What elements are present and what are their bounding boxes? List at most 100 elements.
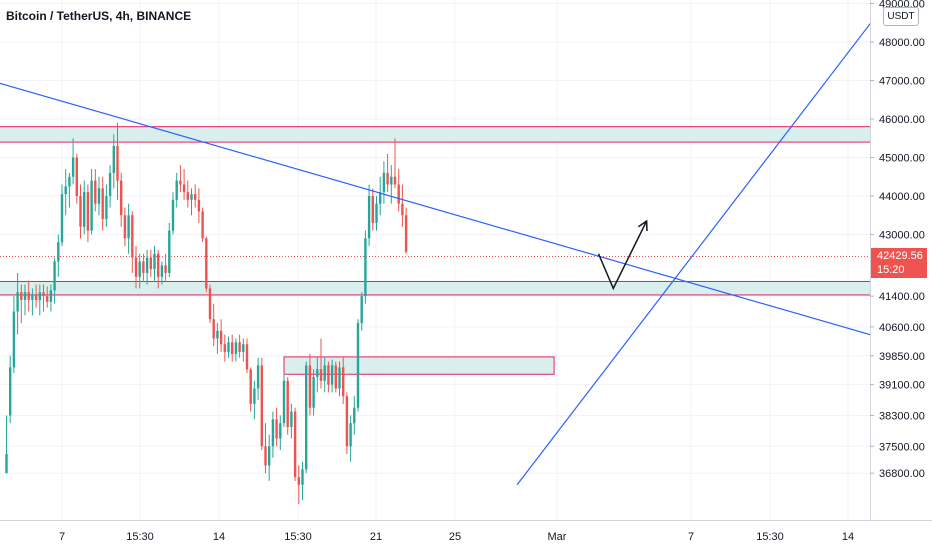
candle-body <box>149 257 152 270</box>
candle-body <box>349 423 352 447</box>
symbol-title: Bitcoin / TetherUS, 4h, BINANCE <box>6 9 192 23</box>
candle-body <box>227 342 230 352</box>
price-tick-label: 40600.00 <box>879 322 925 334</box>
last-price-tag: 42429.56 15:20 <box>871 248 927 278</box>
candle-body <box>334 365 337 389</box>
candle-body <box>20 292 23 300</box>
candle-body <box>330 365 334 385</box>
candle-body <box>108 172 112 196</box>
candle-body <box>46 296 49 302</box>
time-tick-label: Mar <box>548 531 567 543</box>
projection-arrow <box>597 220 648 291</box>
price-tick-label: 43000.00 <box>879 230 925 242</box>
candle-body <box>116 145 119 181</box>
plot-area[interactable] <box>0 0 932 504</box>
candle-body <box>375 203 378 223</box>
candle-body <box>16 292 19 312</box>
price-tick-label: 45000.00 <box>879 153 925 165</box>
price-tick-label: 37500.00 <box>879 441 925 453</box>
candle-body <box>316 369 319 377</box>
support-resistance-zone <box>283 356 555 375</box>
price-tick-label: 44000.00 <box>879 191 925 203</box>
bar-countdown: 15:20 <box>877 264 905 276</box>
candle-body <box>64 186 67 195</box>
candle-body <box>223 344 226 352</box>
time-tick-label: 15:30 <box>756 531 784 543</box>
candle-body <box>264 446 267 466</box>
candle-body <box>319 369 323 381</box>
candle-body <box>208 288 212 320</box>
candle-body <box>201 211 204 239</box>
time-tick-label: 15:30 <box>284 531 312 543</box>
candle-body <box>212 319 215 339</box>
candle-body <box>71 157 75 177</box>
time-tick-label: 7 <box>59 531 65 543</box>
candle-body <box>323 365 326 381</box>
candle-body <box>120 180 123 216</box>
candle-body <box>134 257 138 277</box>
candle-body <box>127 215 130 239</box>
candle-body <box>97 188 101 204</box>
time-tick-label: 7 <box>688 531 694 543</box>
candle-body <box>401 203 404 216</box>
candle-body <box>83 192 86 227</box>
candle-body <box>57 242 60 262</box>
candle-body <box>79 196 82 227</box>
candle-body <box>353 407 356 424</box>
candle-body <box>168 230 171 273</box>
trend-line <box>516 22 870 486</box>
candle-body <box>364 238 367 297</box>
candle-body <box>205 238 208 289</box>
candle-body <box>275 419 278 439</box>
time-tick-label: 14 <box>213 531 225 543</box>
candle-body <box>12 311 16 368</box>
candle-body <box>234 342 238 354</box>
candle-body <box>393 176 397 185</box>
candle-body <box>386 172 389 185</box>
price-tick-label: 48000.00 <box>879 37 925 49</box>
currency-selector[interactable]: USDT <box>883 7 919 26</box>
candle-body <box>86 192 90 231</box>
candle-body <box>182 184 186 193</box>
candle-body <box>157 253 160 277</box>
candle-body <box>94 180 97 204</box>
candle-body <box>356 323 360 408</box>
candle-body <box>297 477 300 485</box>
projection-arrowhead <box>637 219 648 232</box>
price-tick-label: 49000.00 <box>879 0 925 11</box>
candle-body <box>197 199 201 212</box>
candle-body <box>282 380 286 424</box>
candle-body <box>367 196 371 239</box>
price-tick-label: 39850.00 <box>879 351 925 363</box>
candle-body <box>90 180 93 231</box>
support-resistance-zone <box>0 126 870 143</box>
price-tick-label: 46000.00 <box>879 114 925 126</box>
candle-body <box>9 367 12 416</box>
price-tick-label: 41400.00 <box>879 291 925 303</box>
candle-body <box>312 376 315 408</box>
candle-body <box>112 145 115 173</box>
candle-body <box>231 342 234 354</box>
candle-body <box>175 180 178 200</box>
candle-body <box>31 294 34 300</box>
time-tick-label: 15:30 <box>126 531 154 543</box>
candle-body <box>290 411 293 427</box>
candle-body <box>186 192 189 200</box>
candle-body <box>245 344 249 370</box>
candle-body <box>371 196 374 223</box>
candle-body <box>164 265 167 273</box>
candle-body <box>190 194 193 200</box>
candle-body <box>397 184 400 204</box>
price-tick-label: 47000.00 <box>879 76 925 88</box>
currency-label: USDT <box>887 11 915 22</box>
candle-body <box>123 215 127 239</box>
candle-body <box>345 396 349 447</box>
candle-body <box>327 365 330 385</box>
price-tick-label: 39100.00 <box>879 380 925 392</box>
candle-body <box>379 192 382 204</box>
last-price-value: 42429.56 <box>877 250 923 262</box>
support-resistance-zone <box>0 280 870 296</box>
candle-body <box>301 469 304 485</box>
